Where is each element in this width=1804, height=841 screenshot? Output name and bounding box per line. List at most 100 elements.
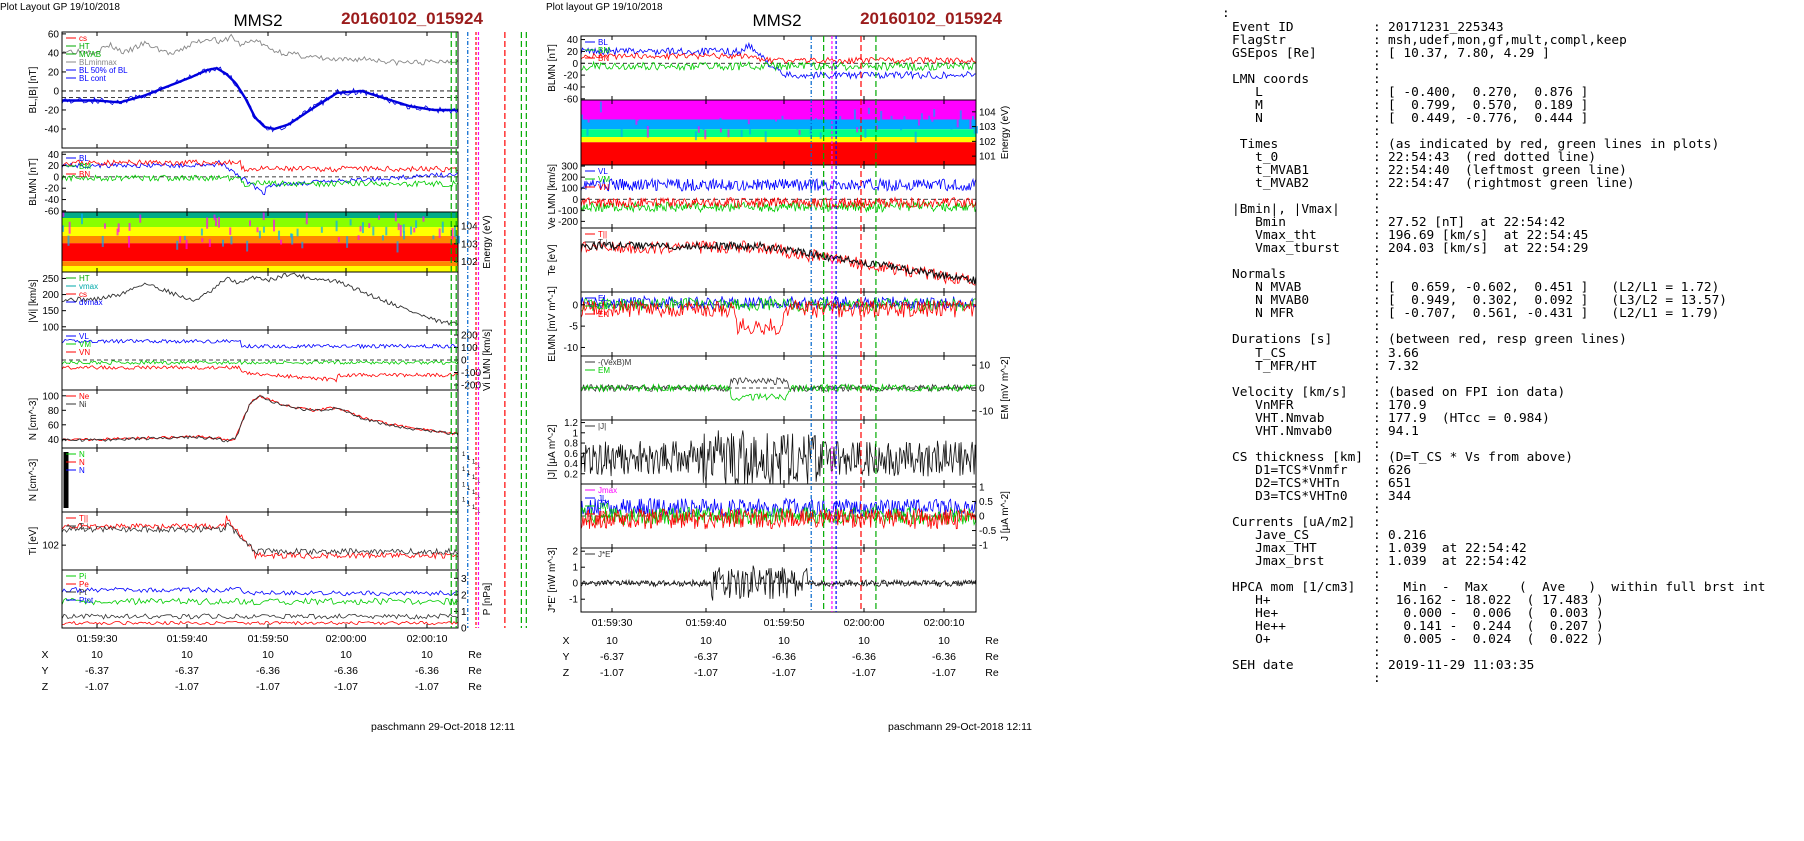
left-figure: Plot Layout GP 19/10/2018 MMS2 20160102_01… bbox=[0, 2, 527, 733]
summary-value: [ 0.659, -0.602, 0.451 ] (L2/L1 = 1.72) bbox=[1388, 280, 1720, 296]
summary-value: [ -0.400, 0.270, 0.876 ] bbox=[1388, 85, 1589, 101]
legend-entry: |J| bbox=[598, 422, 606, 431]
position-value: 10 bbox=[606, 635, 618, 647]
position-value: 10 bbox=[938, 635, 950, 647]
position-value: -1.07 bbox=[600, 667, 624, 679]
summary-key: T_CS bbox=[1232, 345, 1286, 361]
y-tick-label: 20 bbox=[567, 47, 579, 58]
legend-entry: N bbox=[79, 450, 85, 459]
position-unit: Re bbox=[985, 635, 999, 647]
spectrogram-speckle bbox=[814, 118, 817, 126]
summary-value: (between red, resp green lines) bbox=[1388, 332, 1627, 348]
panel-frame bbox=[61, 31, 459, 149]
spectrogram-speckle bbox=[867, 107, 870, 115]
y-tick-label: 102 bbox=[461, 257, 478, 268]
spectrogram-speckle bbox=[357, 235, 360, 241]
series-line bbox=[580, 506, 977, 526]
position-axis-label: Z bbox=[42, 681, 49, 693]
summary-key: t_0 bbox=[1232, 150, 1279, 166]
summary-key: Times bbox=[1232, 137, 1279, 153]
summary-colon: : bbox=[1373, 553, 1381, 569]
series-line bbox=[61, 338, 459, 350]
y-tick-label: 0 bbox=[461, 356, 467, 367]
series-line bbox=[580, 383, 976, 402]
spectrogram-speckle bbox=[413, 227, 416, 233]
summary-key: N MVAB bbox=[1232, 280, 1302, 296]
spectrogram-speckle bbox=[296, 228, 299, 237]
y-tick-label: 80 bbox=[48, 406, 60, 417]
series-line bbox=[61, 522, 459, 556]
y-tick-label: 0 bbox=[979, 512, 985, 523]
y-axis-label: Te [eV] bbox=[547, 244, 558, 275]
position-unit: Re bbox=[468, 681, 482, 693]
spectrogram-speckle bbox=[853, 109, 856, 120]
summary-colon: : bbox=[1373, 46, 1381, 62]
spectrogram-speckle bbox=[694, 131, 697, 141]
spectrogram-speckle bbox=[381, 235, 384, 241]
spectrogram-speckle bbox=[704, 129, 707, 140]
y-tick-label: 20 bbox=[48, 67, 60, 78]
summary-key: T_MFR/HT bbox=[1232, 358, 1317, 374]
legend-entry: Ne bbox=[79, 392, 90, 401]
series-line bbox=[580, 60, 977, 72]
spectrogram-speckle bbox=[586, 125, 589, 136]
spectrogram-speckle bbox=[581, 100, 584, 105]
summary-value: 2019-11-29 11:03:35 bbox=[1388, 657, 1535, 673]
summary-colon: : bbox=[1373, 59, 1381, 75]
spectrogram-speckle bbox=[346, 236, 349, 248]
spectrogram-speckle bbox=[973, 125, 976, 134]
y-tick-label: 40 bbox=[48, 48, 60, 59]
summary-colon: : bbox=[1373, 462, 1381, 478]
spectrogram-speckle bbox=[733, 106, 736, 115]
series-line bbox=[61, 359, 459, 366]
y-axis-label: EM [mV m^-2] bbox=[1000, 356, 1011, 419]
spectrogram-speckle bbox=[415, 220, 418, 229]
legend-entry: JM bbox=[598, 502, 609, 511]
spectrogram-speckle bbox=[740, 130, 743, 137]
time-tick-label: 01:59:40 bbox=[167, 633, 208, 645]
spectrogram-speckle bbox=[791, 108, 794, 121]
summary-colon: : bbox=[1373, 150, 1381, 166]
spectrogram-speckle bbox=[128, 235, 131, 248]
legend-entry: Ni bbox=[79, 400, 87, 409]
summary-key: H+ bbox=[1232, 592, 1271, 608]
y-tick-label: 100 bbox=[42, 391, 59, 402]
legend-entry: -(VexB)M bbox=[598, 358, 632, 367]
y-tick-label: -0.5 bbox=[979, 526, 997, 537]
series-line bbox=[61, 597, 459, 606]
legend-entry: BM bbox=[79, 162, 91, 171]
legend-entry: EL bbox=[598, 294, 608, 303]
y-tick-label: -40 bbox=[45, 195, 60, 206]
figure-footer: paschmann 29-Oct-2018 12:11 bbox=[371, 721, 515, 733]
spectrogram-speckle bbox=[273, 219, 276, 232]
spectrogram-band bbox=[62, 236, 458, 244]
y-tick-label: 1 bbox=[979, 482, 985, 493]
summary-colon: : bbox=[1373, 72, 1381, 88]
series-line-vi bbox=[61, 272, 459, 326]
spectrogram-speckle bbox=[396, 241, 399, 253]
time-tick-label: 02:00:00 bbox=[844, 617, 885, 629]
y-tick-label: 102 bbox=[42, 541, 59, 552]
summary-colon: : bbox=[1373, 488, 1381, 504]
event-id-title: 20160102_015924 bbox=[341, 9, 483, 28]
time-tick-label: 02:00:00 bbox=[326, 633, 367, 645]
legend-entry: EN bbox=[598, 310, 609, 319]
spectrogram-speckle bbox=[206, 217, 209, 229]
summary-value: [ -0.707, 0.561, -0.431 ] (L2/L1 = 1.79) bbox=[1388, 306, 1720, 322]
summary-key: L bbox=[1232, 85, 1263, 101]
spectrogram-speckle bbox=[658, 102, 661, 111]
summary-value: msh,udef,mon,gf,mult,compl,keep bbox=[1388, 33, 1627, 49]
summary-value: Min - Max ( Ave ) within full brst int bbox=[1388, 579, 1766, 595]
summary-value: 0.141 - 0.244 ( 0.207 ) bbox=[1388, 618, 1604, 634]
y-axis-label: ELMN [mV m^-1] bbox=[547, 286, 558, 362]
y-tick-label: 60 bbox=[48, 420, 60, 431]
summary-colon: : bbox=[1373, 449, 1381, 465]
summary-lead: : bbox=[1222, 6, 1230, 21]
position-value: -6.37 bbox=[85, 665, 109, 677]
spectrogram-speckle bbox=[453, 226, 456, 237]
summary-colon: : bbox=[1373, 189, 1381, 205]
summary-colon: : bbox=[1373, 202, 1381, 218]
summary-key: FlagStr bbox=[1232, 33, 1286, 49]
summary-value: 170.9 bbox=[1388, 397, 1427, 413]
